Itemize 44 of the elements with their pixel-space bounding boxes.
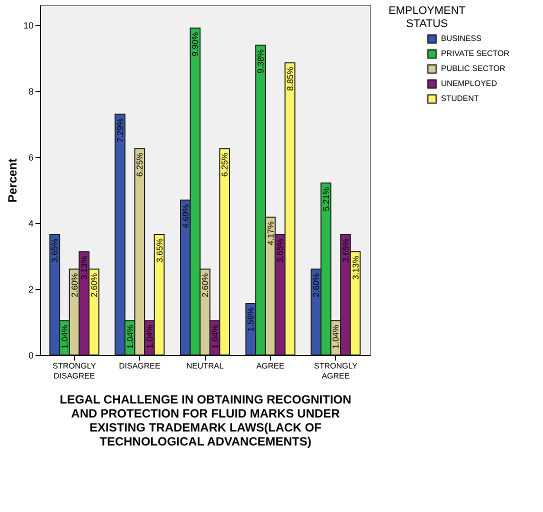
y-axis-title: Percent [5,158,20,203]
data-label: 6.25% [134,152,145,177]
data-label: 3.65% [50,238,60,263]
data-label: 3.65% [275,238,286,263]
data-label: 5.21% [320,186,331,212]
legend-label: STUDENT [441,94,479,103]
data-label: 8.85% [284,66,295,91]
x-tick-label: STRONGLY AGREE [314,362,358,380]
y-tick-label: 8 [28,86,34,96]
data-label: 6.25% [220,152,230,177]
y-tick-label: 2 [28,284,34,294]
data-label: 1.04% [124,324,135,349]
y-tick-label: 10 [23,20,34,30]
data-label: 4.17% [265,220,276,246]
legend-label: UNEMPLOYED [441,79,498,88]
data-label: 3.13% [79,255,90,280]
x-tick-label: DISAGREE [118,362,160,370]
x-tick-label: AGREE [256,362,284,370]
legend-label: BUSINESS [441,34,482,43]
y-tick-label: 0 [28,350,34,360]
legend-label: PRIVATE SECTOR [441,49,510,58]
data-label: 3.65% [154,238,164,263]
data-label: 4.69% [180,204,190,228]
data-label: 7.29% [115,118,126,142]
data-label: 9.38% [256,48,266,74]
data-label: 2.60% [88,272,99,298]
data-label: 2.60% [200,272,210,298]
data-label: 2.60% [69,272,80,298]
data-label: 1.56% [246,307,256,332]
data-label: 1.04% [60,324,70,349]
data-label: 9.90% [190,32,200,56]
y-tick-label: 6 [28,152,34,162]
data-label: 1.04% [144,324,154,349]
x-tick-label: NEUTRAL [186,362,224,370]
x-tick-label: STRONGLY DISAGREE [52,362,97,380]
y-tick-label: 4 [28,218,34,228]
data-label: 3.65% [340,238,350,263]
data-label: 3.13% [350,255,360,280]
data-label: 1.04% [330,324,341,349]
data-label: 1.04% [210,324,220,349]
legend-title: EMPLOYMENT STATUS [388,5,466,30]
legend-label: PUBLIC SECTOR [441,64,506,73]
data-label: 2.60% [311,272,322,298]
x-axis-title: LEGAL CHALLENGE IN OBTAINING RECOGNITION AND PROTECTION FOR FLUID MARKS UNDER EXISTING TRADEMARK LAWS(LACK OF TECHNOLOGICAL ADVANCEMENTS) [60,392,352,448]
